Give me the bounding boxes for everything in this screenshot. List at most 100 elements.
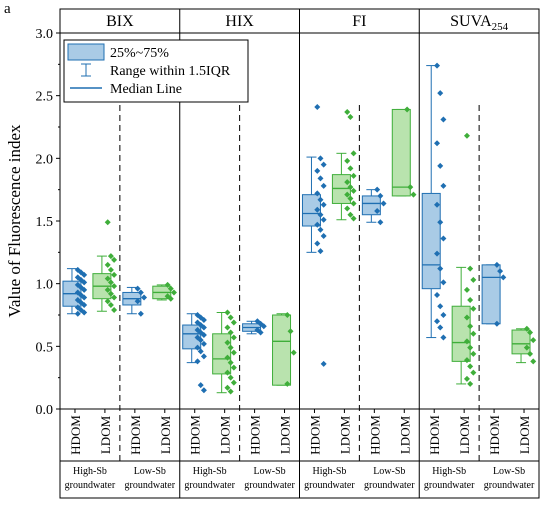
data-point: [104, 275, 111, 282]
group-label: High-Sb: [432, 466, 466, 477]
data-point: [200, 317, 207, 324]
data-point: [104, 286, 111, 293]
panel-0: BIX HDOM LDOM High-Sb groundwater HDOM LDOM Low…: [62, 13, 177, 491]
data-point: [350, 187, 357, 194]
data-point: [230, 349, 237, 356]
data-point: [227, 374, 234, 381]
panel-title-text: HIX: [225, 13, 254, 30]
data-point: [227, 388, 234, 395]
data-point: [137, 310, 144, 317]
data-point: [320, 360, 327, 367]
data-point: [347, 165, 354, 172]
data-point: [467, 380, 474, 387]
group-label: groundwater: [184, 480, 235, 491]
data-point: [317, 226, 324, 233]
data-point: [230, 379, 237, 386]
group-label: groundwater: [484, 480, 535, 491]
group-label: High-Sb: [193, 466, 227, 477]
box-hdom-high-sb: [62, 266, 88, 317]
data-point: [224, 384, 231, 391]
data-point: [437, 303, 444, 310]
data-point: [440, 235, 447, 242]
panel-title: HIX: [225, 13, 254, 30]
panel-title-subscript: 254: [492, 21, 509, 33]
data-point: [380, 200, 387, 207]
data-point: [314, 103, 321, 110]
box-ldom-high-sb: [451, 132, 477, 387]
data-point: [347, 184, 354, 191]
legend-label: 25%~75%: [110, 46, 169, 61]
data-point: [350, 172, 357, 179]
data-point: [350, 215, 357, 222]
x-tick-label: HDOM: [367, 415, 382, 455]
data-point: [493, 261, 500, 268]
data-point: [527, 329, 534, 336]
data-point: [314, 221, 321, 228]
box-hdom-low-sb: [242, 318, 267, 336]
data-point: [111, 283, 118, 290]
data-point: [81, 309, 88, 316]
data-point: [227, 344, 234, 351]
data-point: [134, 285, 141, 292]
data-point: [197, 337, 204, 344]
x-tick-label: HDOM: [487, 415, 502, 455]
y-tick-label: 2.0: [36, 152, 54, 167]
panel-2: FI HDOM LDOM High-Sb groundwater HDOM LDOM Low-…: [299, 9, 417, 498]
x-tick-label: LDOM: [218, 415, 233, 454]
data-point: [470, 369, 477, 376]
data-point: [224, 354, 231, 361]
data-point: [463, 132, 470, 139]
data-point: [104, 261, 111, 268]
data-point: [164, 281, 171, 288]
panel-title: SUVA254: [450, 13, 509, 33]
data-point: [194, 344, 201, 351]
data-point: [320, 233, 327, 240]
data-point: [287, 328, 294, 335]
data-point: [107, 279, 114, 286]
panel-title-text: SUVA: [450, 13, 492, 30]
data-point: [81, 279, 88, 286]
data-point: [197, 382, 204, 389]
data-point: [467, 296, 474, 303]
data-point: [344, 157, 351, 164]
group-label: groundwater: [125, 480, 176, 491]
data-point: [440, 279, 447, 286]
data-point: [317, 248, 324, 255]
group-label: Low-Sb: [373, 466, 405, 477]
data-point: [440, 116, 447, 123]
x-tick-label: HDOM: [307, 415, 322, 455]
data-point: [111, 256, 118, 263]
data-point: [374, 207, 381, 214]
data-point: [257, 329, 264, 336]
data-point: [347, 211, 354, 218]
y-tick-label: 1.5: [36, 215, 54, 230]
data-point: [530, 337, 537, 344]
data-point: [317, 155, 324, 162]
data-point: [437, 265, 444, 272]
box-ldom-low-sb: [511, 325, 537, 365]
data-point: [410, 191, 417, 198]
y-tick-label: 0.0: [36, 403, 54, 418]
data-point: [111, 294, 118, 301]
group-label: High-Sb: [73, 466, 107, 477]
box-hdom-high-sb: [301, 103, 327, 367]
data-point: [314, 206, 321, 213]
data-point: [470, 276, 477, 283]
box-ldom-high-sb: [92, 219, 118, 313]
data-point: [434, 291, 441, 298]
legend: 25%~75% Range within 1.5IQR Median Line: [63, 39, 249, 103]
data-point: [434, 318, 441, 325]
data-point: [314, 190, 321, 197]
data-point: [167, 285, 174, 292]
group-label: Low-Sb: [493, 466, 525, 477]
data-point: [200, 324, 207, 331]
x-tick-label: HDOM: [188, 415, 203, 455]
data-point: [81, 294, 88, 301]
data-point: [227, 329, 234, 336]
y-tick-label: 1.0: [36, 278, 54, 293]
iqr-box: [272, 314, 292, 386]
iqr-box: [391, 108, 411, 197]
data-point: [284, 312, 291, 318]
data-point: [437, 90, 444, 97]
data-point: [467, 363, 474, 370]
